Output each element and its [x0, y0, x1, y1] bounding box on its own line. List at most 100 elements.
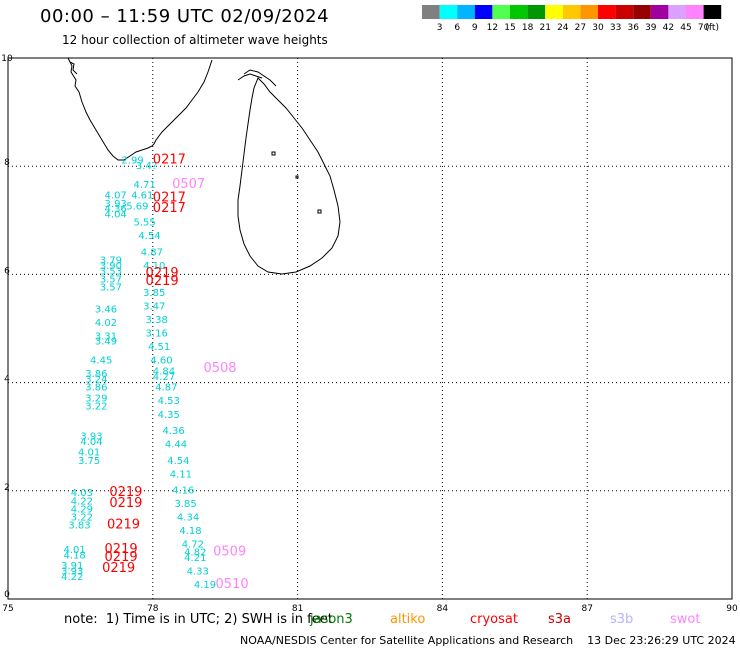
colorbar-label: 45	[680, 23, 691, 33]
satellite-legend-s3a: s3a	[548, 612, 572, 627]
wave-height-label: 4.18	[64, 550, 86, 561]
wave-height-label: 3.93	[105, 199, 127, 210]
colorbar-label: 15	[504, 23, 515, 33]
wave-height-label: 4.10	[143, 261, 165, 272]
wave-height-label: 3.22	[85, 402, 107, 413]
colorbar-label: 9	[472, 23, 478, 33]
y-tick-label: 4	[4, 375, 10, 385]
wave-height-label: 4.54	[167, 456, 189, 467]
coastline	[67, 57, 341, 275]
y-tick-label: 8	[4, 158, 10, 168]
satellite-legend-altiko: altiko	[390, 612, 426, 627]
wave-height-label: 2.99	[121, 155, 143, 166]
colorbar-swatch	[633, 5, 651, 19]
colorbar-swatch	[686, 5, 704, 19]
wave-height-label: 4.29	[71, 504, 93, 515]
wave-height-label: 3.86	[85, 383, 107, 394]
wave-height-values: 2.993.4?4.714.07 4.613.93 5.694.364.045.55…	[61, 155, 216, 591]
axis-tick-labels: 75 78 81 84 87 90 0 2 4 6 8 10	[1, 54, 738, 614]
wave-height-label: 3.75	[78, 456, 100, 467]
small-island	[271, 151, 276, 156]
satellite-legend-jason3: jason3	[310, 612, 353, 627]
wave-height-label: 4.22	[61, 572, 83, 583]
colorbar-label: 6	[454, 23, 460, 33]
wave-height-label: 3.57	[100, 283, 122, 294]
colorbar-swatch	[668, 5, 686, 19]
pass-time-label: 0507	[172, 177, 205, 192]
x-tick-label: 75	[2, 604, 13, 614]
wave-height-label: 4.45	[90, 356, 112, 367]
wave-height-label: 3.47	[143, 302, 165, 313]
x-tick-label: 87	[581, 604, 592, 614]
colorbar-label: 27	[575, 23, 586, 33]
footer-note: note: 1) Time is in UTC; 2) SWH is in fe…	[64, 612, 333, 627]
colorbar-swatch	[492, 5, 510, 19]
wave-height-label: 3.29	[85, 394, 107, 405]
small-island	[295, 175, 299, 179]
pass-time-labels: 0217050702170217021902190508021902190219…	[102, 152, 249, 592]
y-tick-label: 0	[4, 590, 10, 600]
wave-height-label: 3.53	[100, 266, 122, 277]
jaffna-peninsula	[243, 69, 277, 87]
wave-height-label: 4.44	[165, 440, 187, 451]
y-tick-label: 10	[1, 54, 13, 64]
x-tick-label: 78	[147, 604, 159, 614]
footer-credit: NOAA/NESDIS Center for Satellite Applica…	[240, 634, 736, 647]
wave-height-label: 4.36	[162, 426, 184, 437]
colorbar-label: 24	[557, 23, 569, 33]
colorbar-label: 39	[645, 23, 657, 33]
wave-height-label: 4.84	[153, 366, 175, 377]
plot-frame	[7, 57, 733, 600]
wave-height-label: 4.01	[64, 545, 86, 556]
pass-time-label: 0217	[153, 190, 186, 205]
wave-height-label: 3.91	[61, 561, 83, 572]
color-scale-legend: 3 6 9 12 15 18 21 24 27 30 33 36 39 42 45 70(ft)	[422, 5, 722, 33]
colorbar-swatch	[562, 5, 581, 19]
wave-height-label: 4.01	[78, 448, 100, 459]
pass-time-label: 0219	[109, 496, 142, 511]
colorbar-swatch	[615, 5, 634, 19]
wave-height-label: 3.46	[95, 304, 117, 315]
x-tick-label: 84	[437, 604, 449, 614]
wave-height-label: 4.51	[148, 342, 170, 353]
colorbar-swatch	[457, 5, 475, 19]
wave-height-label: 4.04	[80, 437, 102, 448]
wave-height-label: 4.35	[158, 410, 180, 421]
wave-height-label: 4.60	[150, 356, 172, 367]
pass-time-label: 0509	[213, 545, 246, 560]
wave-height-label: 5.55	[133, 218, 155, 229]
colorbar-swatch	[545, 5, 563, 19]
wave-height-label: 4.27	[153, 372, 175, 383]
pass-time-label: 0219	[146, 266, 179, 281]
pass-time-label: 0508	[203, 361, 236, 376]
wave-height-label: 3.57	[100, 275, 122, 286]
wave-height-label: 4.19	[194, 580, 216, 591]
wave-height-label: 3.85	[175, 499, 197, 510]
wave-height-label: 3.38	[146, 315, 168, 326]
wave-height-label: 4.36	[105, 204, 127, 215]
satellite-legend-s3b: s3b	[610, 612, 634, 627]
wave-height-label: 4.72	[182, 540, 204, 551]
pass-time-label: 0219	[105, 542, 138, 557]
wave-height-label: 4.22	[71, 496, 93, 507]
pass-time-label: 0217	[153, 152, 186, 167]
wave-height-label: 4.61	[131, 191, 153, 202]
colorbar-swatch	[703, 5, 722, 19]
colorbar-swatch	[474, 5, 493, 19]
colorbar-label: 70	[698, 23, 710, 33]
wave-height-label: 4.18	[179, 526, 201, 537]
colorbar-label: 42	[663, 23, 674, 33]
pass-time-label: 0217	[153, 201, 186, 216]
colorbar-swatch	[650, 5, 669, 19]
wave-height-label: 3.86	[85, 369, 107, 380]
map-grid	[7, 57, 733, 600]
pass-time-label: 0219	[105, 550, 138, 565]
colorbar-label: 30	[592, 23, 604, 33]
wave-height-label: 3.85	[143, 288, 165, 299]
colorbar-label: (ft)	[705, 23, 719, 33]
wave-height-label: 4.71	[133, 180, 155, 191]
wave-height-label: 3.83	[68, 521, 90, 532]
wave-height-label: 5.69	[126, 201, 148, 212]
pass-time-label: 0219	[146, 274, 179, 289]
